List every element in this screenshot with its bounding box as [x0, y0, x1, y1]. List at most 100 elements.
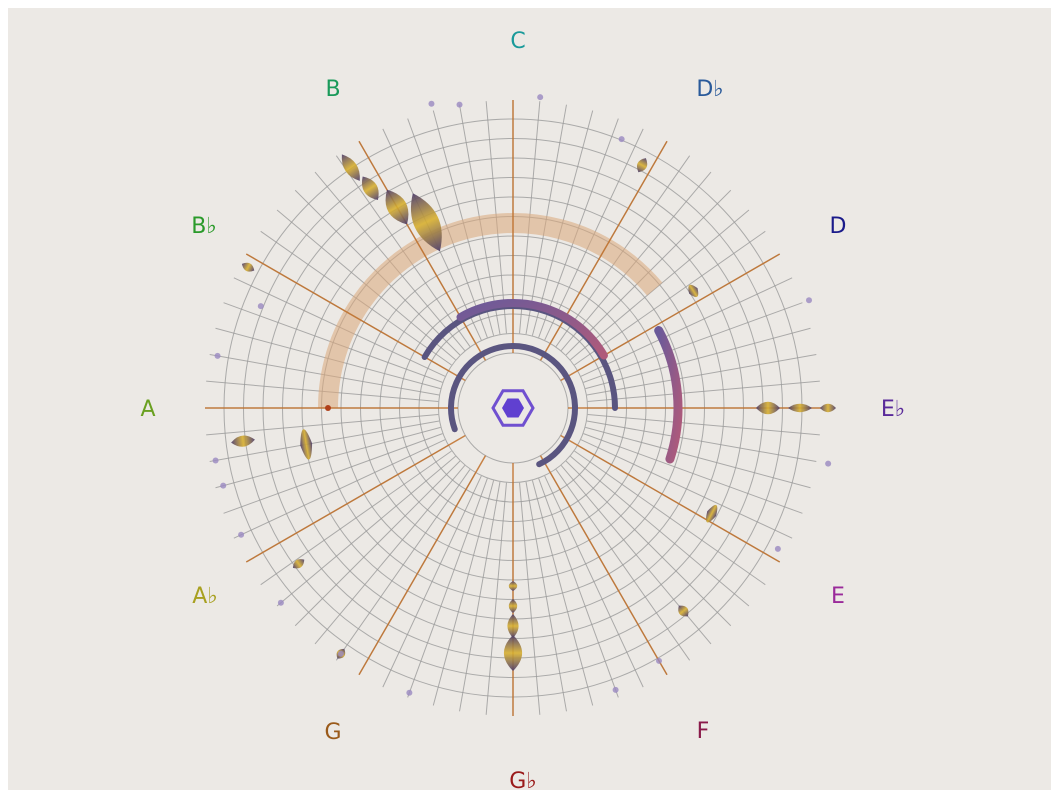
note-shapes	[205, 94, 836, 716]
note-blob	[508, 581, 518, 591]
grid-spoke	[459, 481, 501, 712]
grid-spoke	[223, 433, 443, 514]
note-dot	[774, 545, 781, 552]
note-dot	[428, 100, 435, 107]
note-blob	[362, 176, 379, 201]
grid-spoke	[580, 277, 793, 377]
note-blob	[503, 635, 523, 671]
note-label: A♭	[192, 584, 217, 609]
note-axis	[560, 434, 781, 563]
note-blob	[678, 605, 689, 617]
grid-spoke	[587, 414, 820, 436]
note-blob	[231, 435, 255, 447]
grid-spoke	[276, 455, 456, 607]
grid-spoke	[538, 478, 619, 698]
note-label: B	[325, 77, 340, 102]
grid-spoke	[583, 433, 803, 514]
note-blob	[756, 401, 780, 415]
note-blob	[636, 158, 648, 173]
grid-spoke	[209, 420, 440, 462]
grid-spoke	[382, 475, 482, 688]
note-label: G	[324, 720, 341, 745]
halo-dot	[325, 405, 331, 411]
note-dot	[537, 94, 544, 101]
outer-arc	[654, 326, 683, 464]
grid-spoke	[587, 380, 820, 402]
note-blob	[688, 284, 699, 298]
grid-spoke	[570, 209, 750, 361]
note-dot	[212, 457, 219, 464]
note-dot	[257, 303, 264, 310]
note-dot	[220, 482, 227, 489]
note-dot	[277, 599, 284, 606]
note-blob	[292, 559, 305, 569]
note-axis	[539, 140, 668, 361]
note-label: D♭	[696, 77, 723, 102]
note-dot	[618, 136, 625, 143]
grid-spoke	[574, 230, 766, 366]
grid-spoke	[570, 455, 750, 607]
note-label: F	[697, 719, 710, 744]
grid-spoke	[233, 439, 446, 539]
note-axis	[539, 455, 668, 676]
note-label: E	[831, 584, 845, 609]
note-label: C	[510, 29, 525, 54]
grid-spoke	[586, 354, 817, 396]
note-axis	[245, 253, 466, 382]
note-blob	[706, 504, 718, 523]
note-dot	[656, 657, 662, 664]
grid-spoke	[525, 481, 567, 712]
note-label: B♭	[191, 214, 216, 239]
grid-spoke	[586, 420, 817, 462]
note-blob	[241, 262, 255, 272]
note-label: G♭	[509, 769, 536, 794]
hexagon-outline	[491, 389, 535, 427]
note-axis	[358, 140, 487, 361]
grid-spoke	[432, 480, 495, 706]
grid-spoke	[206, 414, 439, 436]
note-dot	[337, 650, 344, 657]
grid-spoke	[531, 480, 594, 706]
grid-spoke	[585, 327, 811, 390]
grid-spoke	[260, 450, 452, 586]
note-blob	[385, 189, 409, 225]
grid-spoke	[583, 302, 803, 383]
note-dot	[612, 686, 619, 693]
hexagon-fill	[502, 398, 524, 418]
note-dot	[406, 689, 413, 696]
note-blob	[788, 403, 812, 413]
note-label: D	[830, 214, 847, 239]
grid-spoke	[519, 482, 541, 715]
grid-spoke	[485, 482, 507, 715]
note-blob	[341, 154, 360, 181]
grid-spoke	[407, 478, 488, 698]
grid-spoke	[585, 426, 811, 489]
note-dot	[456, 101, 463, 108]
grid-spoke	[565, 460, 732, 627]
grid-spoke	[215, 426, 441, 489]
accent-arc	[456, 299, 608, 360]
halo-arc	[318, 213, 663, 409]
note-label: A	[140, 397, 155, 422]
grid-spoke	[294, 460, 461, 627]
note-blob	[507, 614, 519, 638]
note-dot	[825, 460, 832, 467]
note-blob	[820, 403, 836, 413]
note-blob	[300, 429, 313, 460]
note-axis	[560, 253, 781, 382]
note-axis	[245, 434, 466, 563]
note-axis	[358, 455, 487, 676]
inner-arc	[448, 343, 578, 468]
grid-spoke	[580, 439, 793, 539]
note-dot	[238, 531, 245, 538]
center-hexagon	[491, 389, 535, 427]
note-dot	[214, 352, 221, 359]
note-blob	[508, 599, 518, 613]
grid-spoke	[574, 450, 766, 586]
grid-spoke	[544, 475, 644, 688]
note-blob	[410, 193, 442, 252]
grid-spoke	[314, 465, 466, 645]
grid-spoke	[555, 469, 691, 661]
grid-spoke	[335, 469, 471, 661]
